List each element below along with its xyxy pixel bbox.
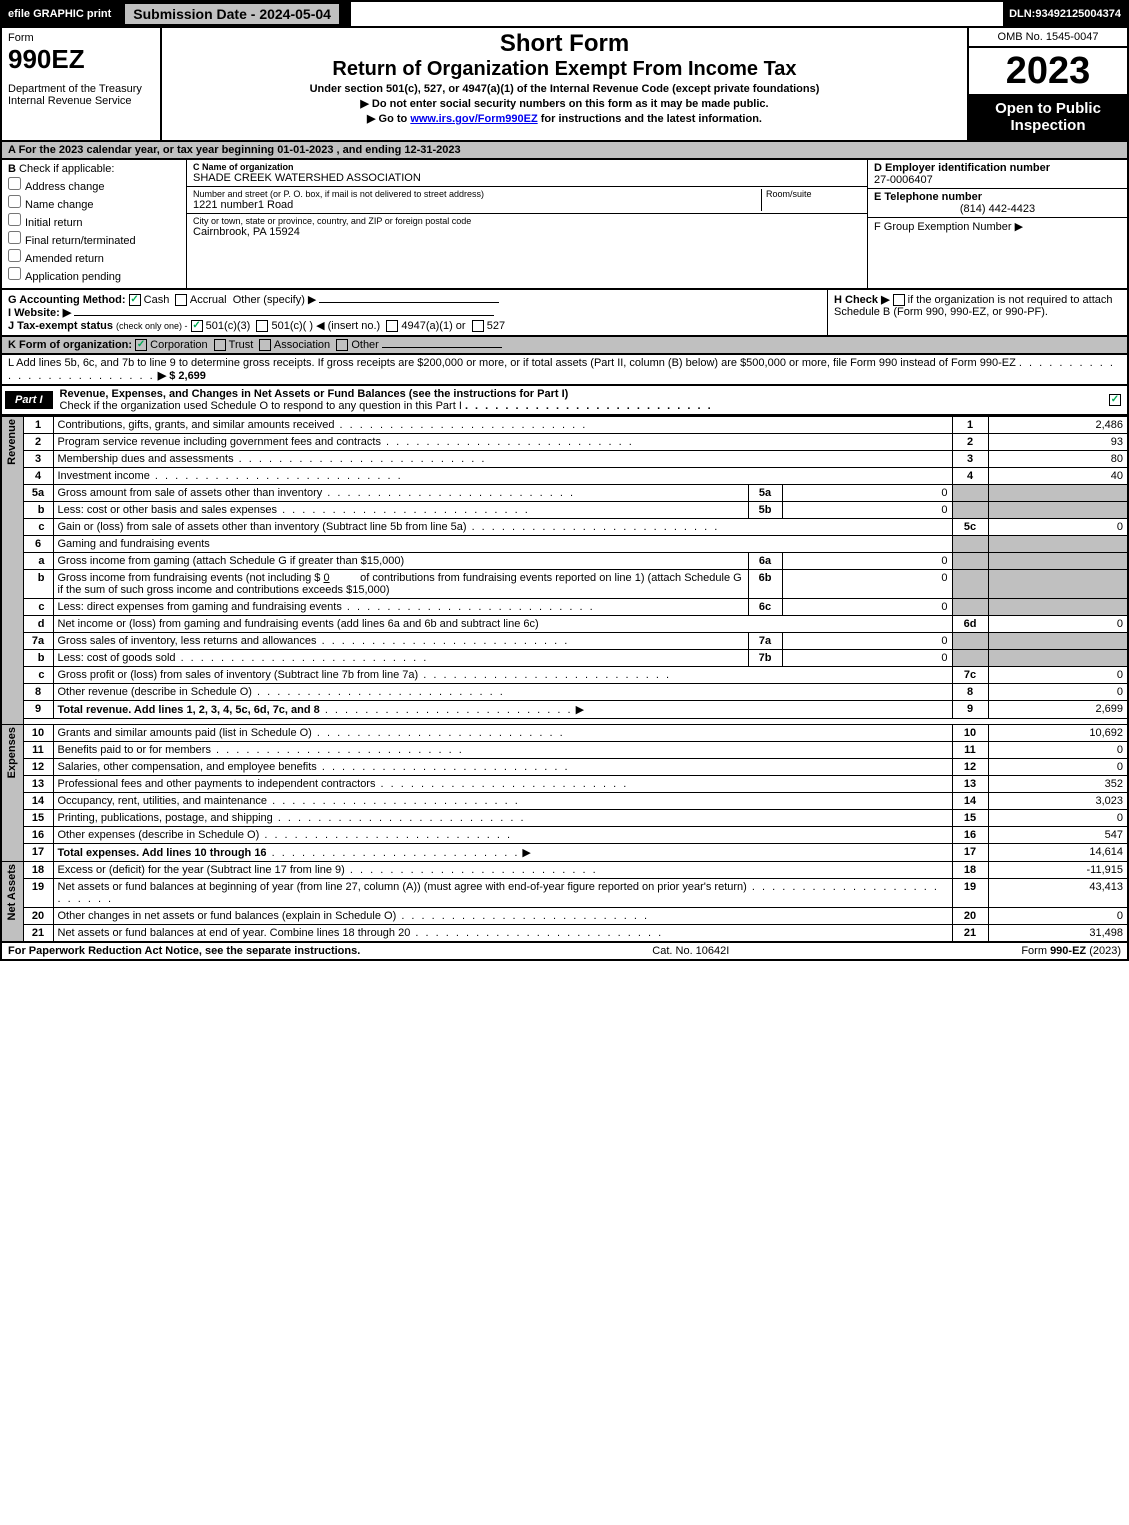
chk-name-change[interactable]: Name change: [8, 195, 180, 211]
line-17: 17Total expenses. Add lines 10 through 1…: [1, 844, 1128, 862]
chk-amended-return[interactable]: Amended return: [8, 249, 180, 265]
form-header: Form 990EZ Department of the Treasury In…: [0, 28, 1129, 142]
line-15: 15Printing, publications, postage, and s…: [1, 810, 1128, 827]
chk-4947[interactable]: [386, 320, 398, 332]
tel-label: E Telephone number: [874, 191, 982, 203]
chk-schedule-o[interactable]: [1109, 394, 1121, 406]
line-7a: 7aGross sales of inventory, less returns…: [1, 633, 1128, 650]
line-16: 16Other expenses (describe in Schedule O…: [1, 827, 1128, 844]
row-k: K Form of organization: Corporation Trus…: [0, 337, 1129, 355]
short-form-title: Short Form: [168, 30, 961, 58]
chk-address-change[interactable]: Address change: [8, 177, 180, 193]
city: Cairnbrook, PA 15924: [193, 226, 861, 238]
chk-h[interactable]: [893, 294, 905, 306]
part-1-tab: Part I: [5, 391, 53, 409]
part-1-header: Part I Revenue, Expenses, and Changes in…: [0, 386, 1129, 416]
row-l: L Add lines 5b, 6c, and 7b to line 9 to …: [0, 355, 1129, 386]
group-exemption: F Group Exemption Number ▶: [874, 221, 1023, 233]
chk-501c3[interactable]: [191, 320, 203, 332]
paperwork-notice: For Paperwork Reduction Act Notice, see …: [8, 945, 360, 957]
submission-date: Submission Date - 2024-05-04: [119, 2, 351, 26]
line-14: 14Occupancy, rent, utilities, and mainte…: [1, 793, 1128, 810]
line-19: 19Net assets or fund balances at beginni…: [1, 879, 1128, 908]
top-bar: efile GRAPHIC print Submission Date - 20…: [0, 0, 1129, 28]
tax-year: 2023: [969, 48, 1127, 94]
return-title: Return of Organization Exempt From Incom…: [168, 58, 961, 81]
omb-number: OMB No. 1545-0047: [969, 28, 1127, 48]
open-inspection: Open to Public Inspection: [969, 94, 1127, 140]
chk-527[interactable]: [472, 320, 484, 332]
line-6d: dNet income or (loss) from gaming and fu…: [1, 616, 1128, 633]
chk-association[interactable]: [259, 339, 271, 351]
form-ref: Form 990-EZ (2023): [1021, 945, 1121, 957]
irs-label: Internal Revenue Service: [8, 95, 154, 107]
form-word: Form: [8, 32, 154, 44]
subtitle-1: Under section 501(c), 527, or 4947(a)(1)…: [168, 83, 961, 95]
chk-other[interactable]: [336, 339, 348, 351]
line-7c: cGross profit or (loss) from sales of in…: [1, 667, 1128, 684]
subtitle-2: ▶ Do not enter social security numbers o…: [168, 97, 961, 110]
line-5c: cGain or (loss) from sale of assets othe…: [1, 519, 1128, 536]
line-10: Expenses 10Grants and similar amounts pa…: [1, 725, 1128, 742]
line-5b: bLess: cost or other basis and sales exp…: [1, 502, 1128, 519]
line-13: 13Professional fees and other payments t…: [1, 776, 1128, 793]
line-6b: bGross income from fundraising events (n…: [1, 570, 1128, 599]
chk-accrual[interactable]: [175, 294, 187, 306]
line-3: 3Membership dues and assessments380: [1, 451, 1128, 468]
line-6c: cLess: direct expenses from gaming and f…: [1, 599, 1128, 616]
ein: 27-0006407: [874, 174, 1121, 186]
subtitle-3: ▶ Go to www.irs.gov/Form990EZ for instru…: [168, 112, 961, 125]
line-20: 20Other changes in net assets or fund ba…: [1, 908, 1128, 925]
col-d-e-f: D Employer identification number 27-0006…: [867, 160, 1127, 288]
row-g-h-i-j: G Accounting Method: Cash Accrual Other …: [0, 290, 1129, 337]
line-6a: aGross income from gaming (attach Schedu…: [1, 553, 1128, 570]
line-1: Revenue 1 Contributions, gifts, grants, …: [1, 417, 1128, 434]
dept-treasury: Department of the Treasury: [8, 83, 154, 95]
line-5a: 5aGross amount from sale of assets other…: [1, 485, 1128, 502]
chk-501c[interactable]: [256, 320, 268, 332]
line-7b: bLess: cost of goods sold7b0: [1, 650, 1128, 667]
chk-trust[interactable]: [214, 339, 226, 351]
cat-no: Cat. No. 10642I: [360, 945, 1021, 957]
line-21: 21Net assets or fund balances at end of …: [1, 925, 1128, 943]
footer: For Paperwork Reduction Act Notice, see …: [0, 943, 1129, 961]
row-a: A For the 2023 calendar year, or tax yea…: [0, 142, 1129, 160]
line-4: 4Investment income440: [1, 468, 1128, 485]
section-b-c-d-e-f: B Check if applicable: Address change Na…: [0, 160, 1129, 290]
org-name: SHADE CREEK WATERSHED ASSOCIATION: [193, 172, 861, 184]
chk-initial-return[interactable]: Initial return: [8, 213, 180, 229]
line-18: Net Assets 18Excess or (deficit) for the…: [1, 862, 1128, 879]
dln: DLN: 93492125004374: [1003, 2, 1127, 26]
line-12: 12Salaries, other compensation, and empl…: [1, 759, 1128, 776]
ein-label: D Employer identification number: [874, 162, 1050, 174]
line-9: 9Total revenue. Add lines 1, 2, 3, 4, 5c…: [1, 701, 1128, 719]
line-11: 11Benefits paid to or for members110: [1, 742, 1128, 759]
line-6: 6Gaming and fundraising events: [1, 536, 1128, 553]
line-2: 2Program service revenue including gover…: [1, 434, 1128, 451]
part-1-table: Revenue 1 Contributions, gifts, grants, …: [0, 416, 1129, 943]
col-b: B Check if applicable: Address change Na…: [2, 160, 187, 288]
chk-corporation[interactable]: [135, 339, 147, 351]
efile-label: efile GRAPHIC print: [2, 2, 119, 26]
chk-cash[interactable]: [129, 294, 141, 306]
telephone: (814) 442-4423: [874, 203, 1121, 215]
irs-link[interactable]: www.irs.gov/Form990EZ: [410, 113, 537, 125]
line-8: 8Other revenue (describe in Schedule O)8…: [1, 684, 1128, 701]
col-c: C Name of organization SHADE CREEK WATER…: [187, 160, 867, 288]
form-number: 990EZ: [8, 44, 154, 75]
chk-final-return[interactable]: Final return/terminated: [8, 231, 180, 247]
chk-application-pending[interactable]: Application pending: [8, 267, 180, 283]
street: 1221 number1 Road: [193, 199, 761, 211]
